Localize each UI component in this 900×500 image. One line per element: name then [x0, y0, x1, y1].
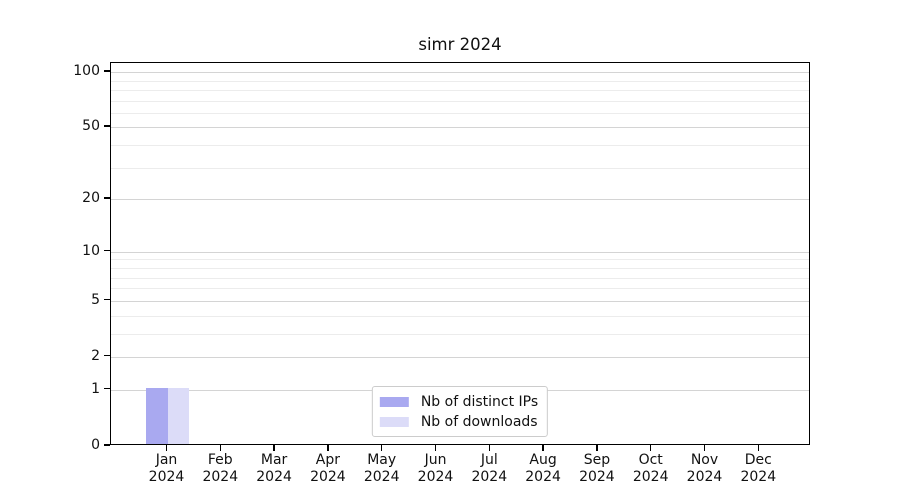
y-tick-mark — [104, 125, 110, 127]
y-tick-label: 2 — [91, 347, 100, 364]
legend: Nb of distinct IPs Nb of downloads — [371, 386, 549, 437]
x-tick-mark — [273, 445, 275, 451]
x-tick-label-nov: Nov 2024 — [686, 452, 723, 485]
x-tick-label-sep: Sep 2024 — [579, 452, 615, 485]
x-tick-mark — [703, 445, 706, 451]
x-tick-label-dec: Dec 2024 — [740, 452, 777, 485]
legend-entry: Nb of distinct IPs — [379, 393, 539, 410]
x-tick-label-jan: Jan 2024 — [148, 452, 185, 485]
y-tick-mark — [104, 444, 110, 446]
legend-label: Nb of distinct IPs — [420, 393, 539, 410]
bar-nb-of-distinct-ips-jan — [146, 387, 168, 444]
x-tick-label-apr: Apr 2024 — [310, 452, 346, 485]
major-gridline — [111, 251, 809, 253]
y-tick-label: 20 — [82, 190, 100, 207]
x-tick-mark — [596, 445, 598, 451]
minor-gridline — [111, 259, 809, 261]
y-tick-label: 100 — [73, 63, 100, 80]
minor-gridline — [111, 100, 809, 102]
x-tick-label-jun: Jun 2024 — [417, 452, 454, 485]
minor-gridline — [111, 277, 809, 279]
bar-nb-of-downloads-jan — [167, 387, 189, 444]
x-tick-label-aug: Aug 2024 — [525, 452, 561, 485]
y-tick-mark — [104, 354, 110, 357]
x-tick-label-may: May 2024 — [363, 452, 400, 485]
minor-gridline — [111, 167, 809, 169]
minor-gridline — [111, 288, 809, 290]
x-tick-mark — [757, 445, 760, 451]
legend-swatch — [379, 416, 409, 427]
minor-gridline — [111, 112, 809, 114]
minor-gridline — [111, 315, 809, 317]
y-tick-label: 50 — [82, 118, 100, 135]
legend-swatch — [379, 396, 409, 407]
x-tick-label-mar: Mar 2024 — [256, 452, 292, 485]
x-tick-mark — [542, 445, 544, 451]
y-tick-label: 1 — [91, 380, 100, 397]
y-tick-mark — [104, 387, 110, 390]
x-tick-label-oct: Oct 2024 — [632, 452, 669, 485]
major-gridline — [111, 199, 809, 201]
y-tick-label: 5 — [91, 291, 100, 308]
x-tick-mark — [649, 445, 652, 451]
major-gridline — [111, 356, 809, 358]
minor-gridline — [111, 267, 809, 269]
major-gridline — [111, 300, 809, 302]
x-tick-label-feb: Feb 2024 — [202, 452, 239, 485]
minor-gridline — [111, 145, 809, 147]
minor-gridline — [111, 89, 809, 91]
x-tick-mark — [219, 445, 222, 451]
legend-entry: Nb of downloads — [379, 413, 538, 430]
x-tick-label-jul: Jul 2024 — [471, 452, 508, 485]
plot-area: Nb of distinct IPs Nb of downloads — [110, 62, 810, 445]
minor-gridline — [111, 333, 809, 335]
y-tick-mark — [104, 197, 110, 199]
x-tick-mark — [327, 445, 329, 451]
x-tick-mark — [165, 445, 168, 451]
x-tick-mark — [488, 445, 491, 451]
chart-title: simr 2024 — [418, 35, 502, 54]
major-gridline — [111, 127, 809, 129]
x-tick-mark — [380, 445, 383, 451]
x-tick-mark — [434, 445, 437, 451]
y-tick-label: 10 — [82, 242, 100, 259]
y-tick-label: 0 — [91, 437, 100, 453]
legend-label: Nb of downloads — [420, 413, 538, 430]
y-tick-mark — [104, 70, 110, 72]
y-tick-mark — [104, 298, 110, 301]
minor-gridline — [111, 80, 809, 82]
y-tick-mark — [104, 249, 110, 252]
major-gridline — [111, 72, 809, 74]
